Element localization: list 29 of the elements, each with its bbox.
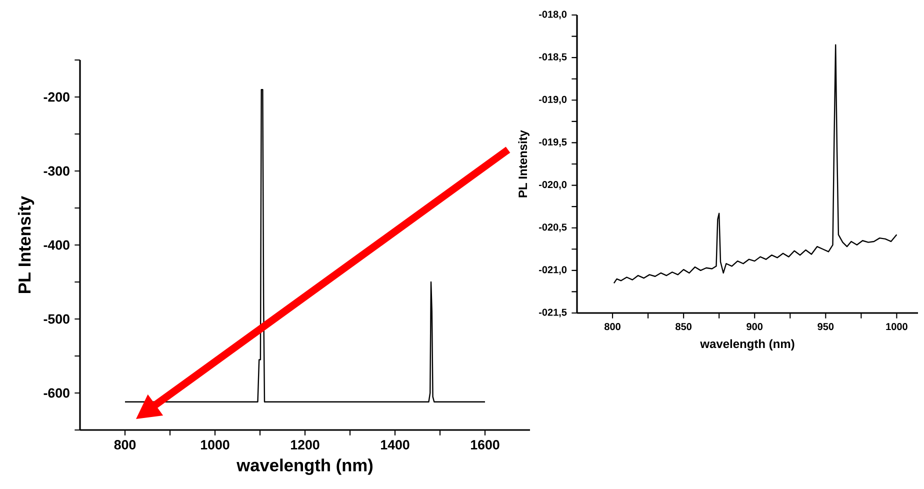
- y-tick-label: -400: [44, 240, 70, 250]
- y-tick-label: -200: [44, 92, 70, 102]
- y-tick-label: -020,5: [539, 224, 567, 232]
- x-tick-label: 900: [746, 323, 763, 330]
- x-tick-label: 1000: [886, 323, 908, 330]
- x-axis-title: wavelength (nm): [236, 458, 373, 475]
- y-tick-label: -500: [44, 314, 70, 324]
- y-tick-label: -019,0: [539, 96, 567, 104]
- y-axis-title: PL Intensity: [518, 130, 530, 198]
- line-series: [124, 89, 486, 402]
- x-tick-label: 850: [676, 323, 692, 330]
- y-tick-label: -600: [44, 388, 70, 398]
- x-tick-label: 1600: [471, 440, 500, 450]
- x-tick-label: 1400: [381, 440, 410, 450]
- y-tick-label: -021,5: [539, 308, 567, 318]
- line-series: [613, 44, 898, 284]
- x-tick-label: 950: [818, 323, 834, 330]
- x-tick-label: 800: [114, 440, 136, 450]
- y-tick-label: -018,0: [539, 10, 567, 20]
- x-tick-label: 1000: [201, 440, 230, 450]
- x-tick-label: 800: [604, 323, 620, 330]
- y-tick-label: -021,0: [539, 266, 567, 275]
- x-tick-label: 1200: [291, 440, 320, 450]
- x-axis-title: wavelength (nm): [700, 339, 794, 351]
- y-tick-label: -020,0: [539, 181, 567, 190]
- y-tick-label: -018,5: [539, 53, 567, 62]
- y-tick-label: -300: [44, 166, 70, 176]
- y-axis-title: PL Intensity: [18, 196, 34, 293]
- y-tick-label: -019,5: [539, 138, 567, 147]
